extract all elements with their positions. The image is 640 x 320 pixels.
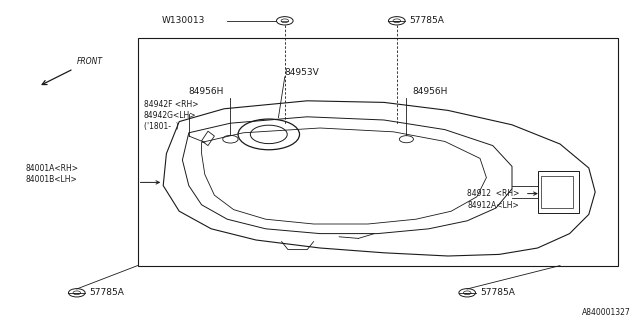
Text: 84001B<LH>: 84001B<LH> [26, 175, 77, 184]
Bar [538, 171, 579, 213]
Text: 57785A: 57785A [410, 16, 444, 25]
Text: 84956H: 84956H [413, 87, 448, 96]
Text: 84001A<RH>: 84001A<RH> [26, 164, 79, 173]
Text: 84942G<LH>: 84942G<LH> [144, 111, 196, 120]
Bar [138, 38, 618, 266]
Text: 84953V: 84953V [285, 68, 319, 77]
Text: W130013: W130013 [161, 16, 205, 25]
Text: 57785A: 57785A [480, 288, 515, 297]
Text: A840001327: A840001327 [582, 308, 630, 317]
Text: FRONT: FRONT [77, 57, 103, 66]
Text: ('1801-  ): ('1801- ) [144, 122, 179, 131]
Text: 84912A<LH>: 84912A<LH> [467, 201, 519, 210]
Text: 57785A: 57785A [90, 288, 124, 297]
Bar [541, 176, 573, 208]
Text: 84942F <RH>: 84942F <RH> [144, 100, 198, 109]
Text: 84956H: 84956H [189, 87, 224, 96]
Text: 84912  <RH>: 84912 <RH> [467, 189, 520, 198]
